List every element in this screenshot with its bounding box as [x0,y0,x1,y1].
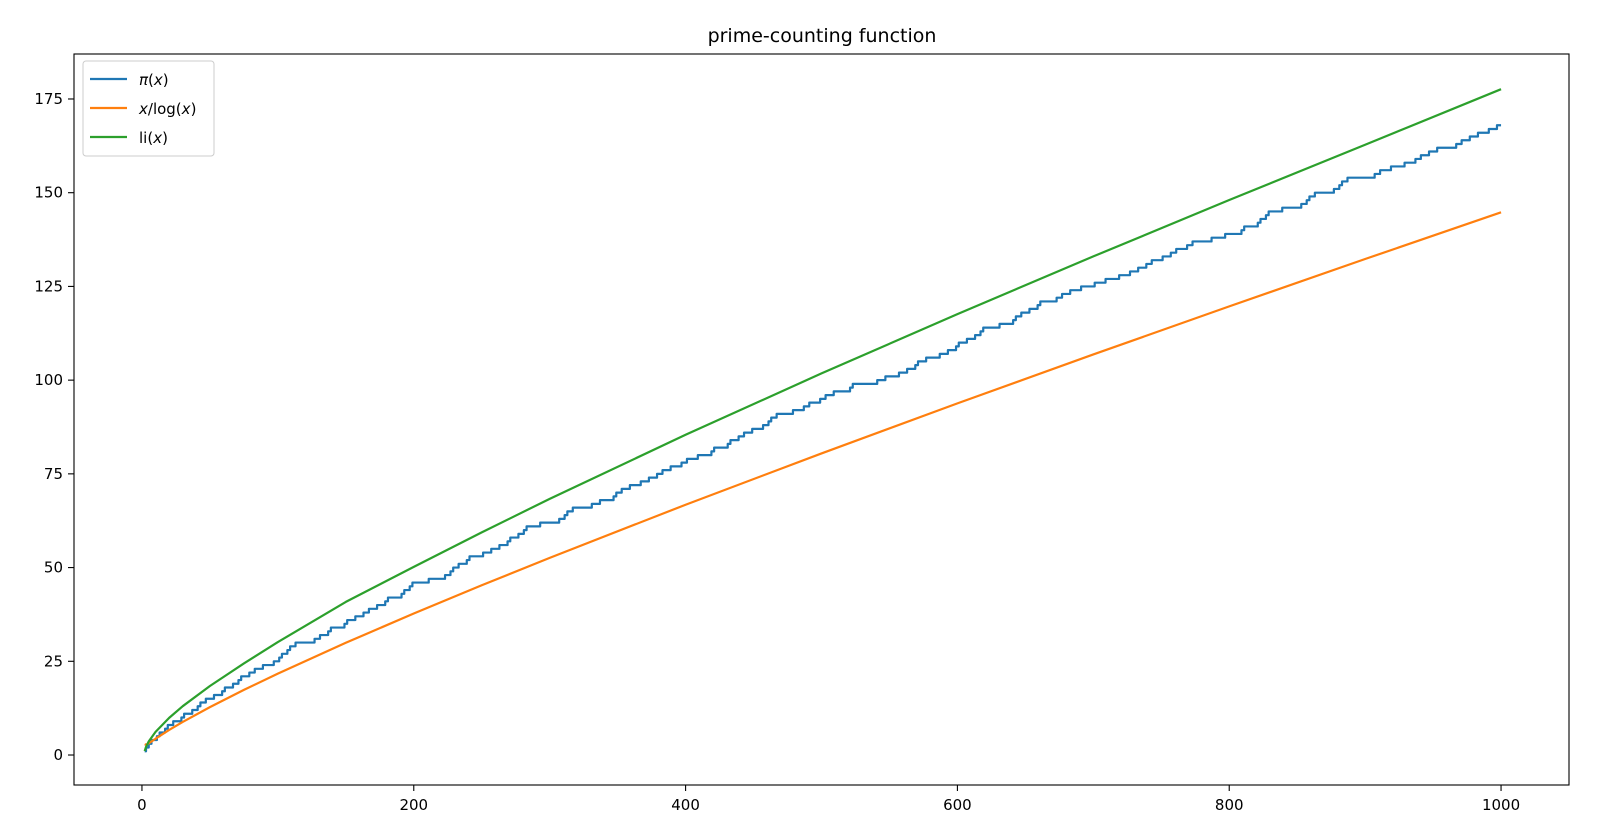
series-layer [143,88,1502,753]
x-tick-label: 800 [1215,796,1244,814]
series-line-li [143,88,1502,752]
legend-li-close: ) [162,129,168,147]
y-axis-ticks: 0 25 50 75 100 125 150 175 [34,90,74,764]
x-axis-ticks: 0 200 400 600 800 1000 [137,785,1520,814]
series-line-x-over-log [144,211,1502,746]
x-tick-label: 600 [943,796,972,814]
x-tick-label: 400 [671,796,700,814]
y-tick-label: 50 [44,559,63,577]
chart-title: prime-counting function [708,25,937,47]
legend-ratio-var1: x [138,100,148,118]
y-tick-label: 0 [53,746,63,764]
legend-li-var: x [152,129,162,147]
legend-label-pi: π(x) [139,71,169,89]
legend-ratio-var2: x [181,100,191,118]
x-tick-label: 200 [399,796,428,814]
y-tick-label: 100 [34,371,63,389]
legend-label-li: li(x) [139,129,168,147]
legend-pi-close: ) [163,71,169,89]
y-tick-label: 125 [34,277,63,295]
series-line-pi [144,124,1502,753]
legend-pi-symbol: π [139,71,149,89]
y-tick-label: 25 [44,652,63,670]
legend-pi-var: x [153,71,163,89]
legend-label-x-over-log: x/log(x) [138,100,196,118]
x-tick-label: 1000 [1482,796,1520,814]
legend-ratio-mid: /log( [148,100,182,118]
legend-li-pre: li( [139,129,153,147]
y-tick-label: 175 [34,90,63,108]
legend: π(x) x/log(x) li(x) [82,60,215,157]
y-tick-label: 150 [34,184,63,202]
legend-box [82,60,215,157]
legend-pi-open: ( [148,71,154,89]
y-tick-label: 75 [44,465,63,483]
plot-area-frame [73,53,1570,786]
x-tick-label: 0 [137,796,147,814]
legend-ratio-close: ) [191,100,197,118]
